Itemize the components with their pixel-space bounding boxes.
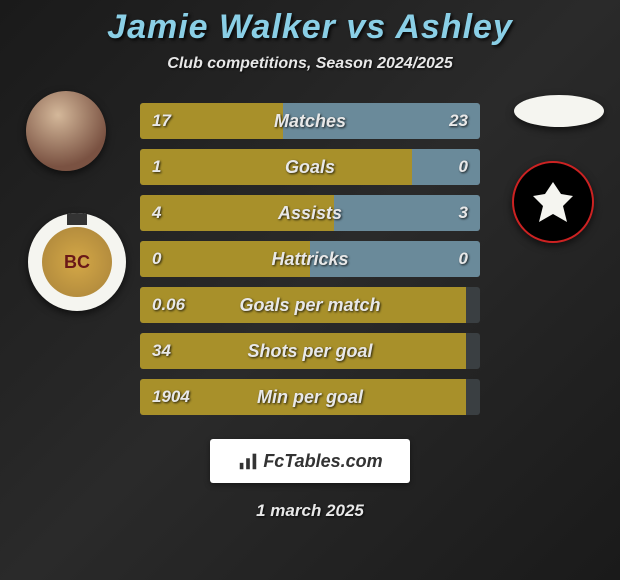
stat-label: Assists — [140, 203, 480, 224]
lion-icon — [533, 182, 573, 222]
player-avatar-right-placeholder — [514, 95, 604, 127]
stat-label: Min per goal — [140, 387, 480, 408]
stat-value-right: 23 — [449, 111, 468, 131]
date-label: 1 march 2025 — [256, 501, 364, 521]
footer-brand-text: FcTables.com — [263, 451, 382, 472]
stat-row: 1904Min per goal — [140, 379, 480, 415]
stat-label: Hattricks — [140, 249, 480, 270]
stat-label: Shots per goal — [140, 341, 480, 362]
stat-row: 4Assists3 — [140, 195, 480, 231]
chart-icon — [237, 450, 259, 472]
team-logo-left-abbr: BC — [42, 227, 112, 297]
player-avatar-left — [26, 91, 106, 171]
page-title: Jamie Walker vs Ashley — [107, 8, 513, 47]
stat-row: 1Goals0 — [140, 149, 480, 185]
stat-value-right: 0 — [459, 157, 468, 177]
subtitle: Club competitions, Season 2024/2025 — [167, 55, 452, 73]
stat-value-right: 3 — [459, 203, 468, 223]
footer-brand-badge: FcTables.com — [210, 439, 410, 483]
comparison-card: Jamie Walker vs Ashley Club competitions… — [0, 0, 620, 580]
team-logo-left: BC — [28, 213, 126, 311]
stat-row: 34Shots per goal — [140, 333, 480, 369]
team-logo-right — [512, 161, 594, 243]
stat-row: 0.06Goals per match — [140, 287, 480, 323]
stat-row: 0Hattricks0 — [140, 241, 480, 277]
main-area: BC 17Matches231Goals04Assists30Hattricks… — [0, 103, 620, 415]
stat-row: 17Matches23 — [140, 103, 480, 139]
stats-column: 17Matches231Goals04Assists30Hattricks00.… — [140, 103, 480, 415]
stat-label: Goals per match — [140, 295, 480, 316]
stat-value-right: 0 — [459, 249, 468, 269]
stat-label: Goals — [140, 157, 480, 178]
stat-label: Matches — [140, 111, 480, 132]
